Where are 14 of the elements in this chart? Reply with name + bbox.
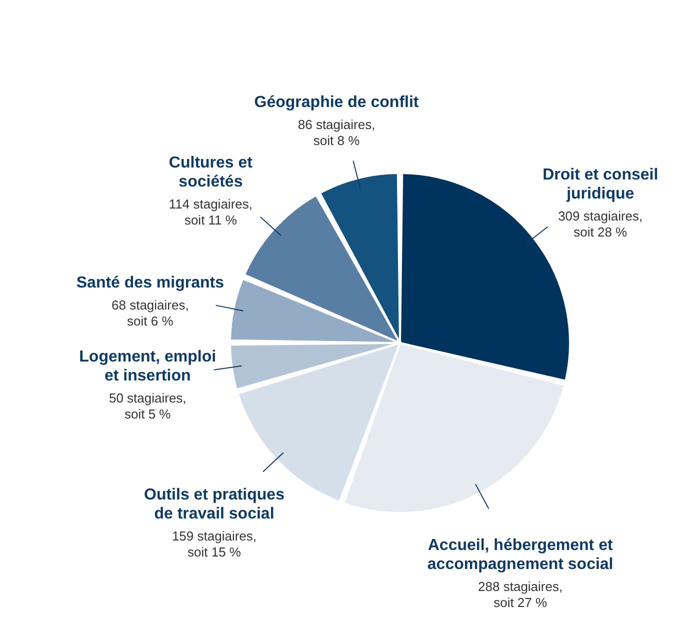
- slice-label: Logement, emploi et insertion: [79, 348, 216, 384]
- data-label: 309 stagiaires, soit 28 %: [558, 208, 643, 240]
- slice-label: Outils et pratiques de travail social: [144, 486, 285, 523]
- data-label: 68 stagiaires, soit 6 %: [112, 297, 189, 328]
- slice-label: Géographie de conflit: [254, 94, 420, 111]
- data-label: 50 stagiaires, soit 5 %: [108, 390, 186, 422]
- slice-label: Santé des migrants: [76, 274, 224, 292]
- data-label: 86 stagiaires, soit 8 %: [298, 116, 376, 148]
- slice-label: Droit et conseil juridique: [542, 166, 658, 203]
- data-label: 159 stagiaires, soit 15 %: [172, 528, 257, 560]
- slice-label: Accueil, hébergement et accompagnement social: [427, 536, 614, 573]
- slice-label: Cultures et sociétés: [168, 154, 254, 191]
- data-label: 114 stagiaires, soit 11 %: [168, 196, 252, 228]
- data-label: 288 stagiaires, soit 27 %: [478, 578, 563, 610]
